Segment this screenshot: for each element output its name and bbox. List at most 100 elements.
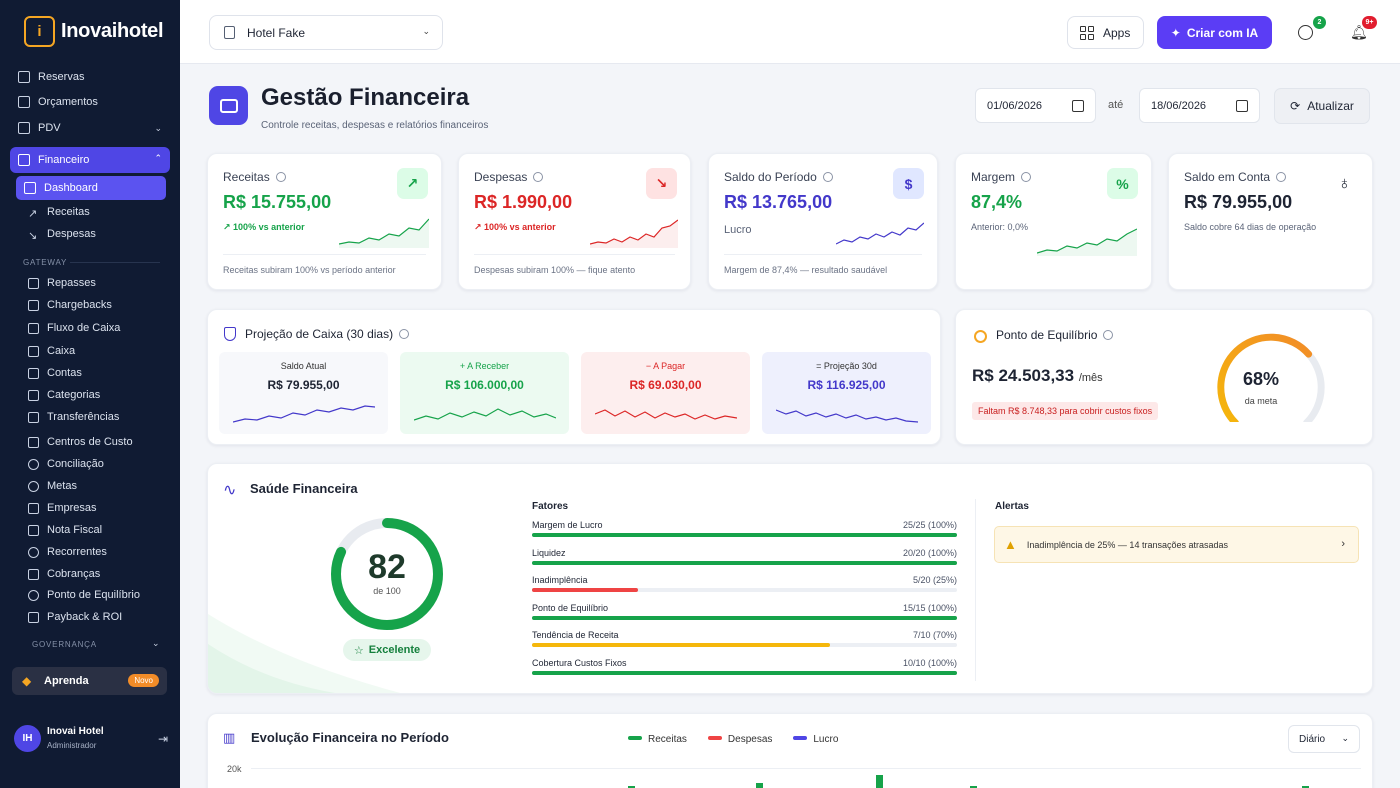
fator-fill xyxy=(532,615,957,620)
sidebar-item-centros-de-custo[interactable]: Centros de Custo xyxy=(26,431,166,453)
chart-bar xyxy=(1302,786,1309,788)
info-icon[interactable] xyxy=(1021,172,1032,182)
money-icon xyxy=(28,568,39,580)
novo-badge: Novo xyxy=(128,674,159,687)
kpi-label: Saldo em Conta xyxy=(1184,170,1287,184)
sidebar-item-contas[interactable]: Contas xyxy=(26,362,166,384)
sidebar-item-transferencias[interactable]: Transferências xyxy=(26,406,166,428)
wallet-icon xyxy=(209,86,248,125)
sidebar-item-financeiro[interactable]: Financeiro ⌃ xyxy=(10,147,170,173)
info-icon[interactable] xyxy=(399,329,410,339)
fator-name: Ponto de Equilíbrio xyxy=(532,602,609,613)
sidebar-item-nota-fiscal[interactable]: Nota Fiscal xyxy=(26,519,166,541)
gridline xyxy=(251,768,1361,769)
calendar-icon[interactable] xyxy=(1072,100,1084,112)
kpi-label: Despesas xyxy=(474,170,544,184)
user-profile[interactable]: IH Inovai Hotel Administrador ⇥ xyxy=(14,725,170,755)
scale-icon xyxy=(28,589,39,601)
chat-icon[interactable] xyxy=(1298,25,1313,40)
fator-row: Liquidez 20/20 (100%) xyxy=(532,548,957,572)
sidebar-item-label: Financeiro xyxy=(38,154,90,166)
logout-icon[interactable]: ⇥ xyxy=(157,732,168,746)
chart-bar xyxy=(756,783,763,788)
sidebar-item-dashboard[interactable]: Dashboard xyxy=(16,176,166,200)
criar-com-ia-button[interactable]: ✦ Criar com IA xyxy=(1157,16,1272,49)
projecao-box-value: R$ 69.030,00 xyxy=(629,378,702,392)
gauge-label: da meta xyxy=(1244,396,1278,406)
fator-fill xyxy=(532,671,957,675)
sidebar-item-pdv[interactable]: PDV ⌄ xyxy=(10,117,170,139)
date-to-input[interactable]: 18/06/2026 xyxy=(1139,88,1260,123)
governanca-section-label[interactable]: GOVERNANÇA xyxy=(32,640,97,649)
sidebar-item-ponto-de-equilibrio[interactable]: Ponto de Equilíbrio xyxy=(26,584,166,606)
atualizar-label: Atualizar xyxy=(1307,99,1354,113)
sidebar-item-payback-roi[interactable]: Payback & ROI xyxy=(26,606,166,628)
fatores-list: Margem de Lucro 25/25 (100%) Liquidez 20/20… xyxy=(532,520,957,680)
sidebar-item-fluxo-de-caixa[interactable]: Fluxo de Caixa xyxy=(26,317,166,339)
sidebar-item-orcamentos[interactable]: Orçamentos xyxy=(10,91,170,113)
chevron-down-icon[interactable]: ⌄ xyxy=(152,638,160,648)
info-icon[interactable] xyxy=(1276,172,1287,182)
info-icon[interactable] xyxy=(533,172,544,182)
sidebar-item-categorias[interactable]: Categorias xyxy=(26,384,166,406)
hotel-select-value: Hotel Fake xyxy=(247,25,306,40)
sparkline xyxy=(339,218,429,248)
info-icon[interactable] xyxy=(822,172,833,182)
alert-text: Inadimplência de 25% — 14 transações atr… xyxy=(1026,539,1228,550)
sidebar-item-caixa[interactable]: Caixa xyxy=(26,340,166,362)
sidebar-item-cobrancas[interactable]: Cobranças xyxy=(26,563,166,585)
grid-icon xyxy=(24,182,36,194)
transfer-icon xyxy=(28,411,39,423)
kpi-subtitle: Saldo cobre 64 dias de operação xyxy=(1184,222,1317,232)
target-icon xyxy=(974,330,987,343)
sidebar-item-label: PDV xyxy=(38,122,61,134)
bell-icon[interactable]: 🔔︎ xyxy=(1350,24,1368,40)
sidebar-item-empresas[interactable]: Empresas xyxy=(26,497,166,519)
trend-down-icon: ↘ xyxy=(646,168,677,199)
legend-lucro[interactable]: Lucro xyxy=(793,734,838,745)
apps-button[interactable]: Apps xyxy=(1067,16,1144,49)
date-from-input[interactable]: 01/06/2026 xyxy=(975,88,1096,123)
chart-legend: Receitas Despesas Lucro xyxy=(628,734,838,745)
sidebar-item-label: Centros de Custo xyxy=(47,436,133,448)
aprenda-button[interactable]: ◆ Aprenda Novo xyxy=(12,667,167,695)
kpi-card-saldo-conta: Saldo em Conta ♁ R$ 79.955,00 Saldo cobr… xyxy=(1168,153,1373,290)
sidebar-item-chargebacks[interactable]: Chargebacks xyxy=(26,294,166,316)
kpi-card-receitas: Receitas ↗ R$ 15.755,00 ↗ 100% vs anteri… xyxy=(207,153,442,290)
sidebar-item-despesas[interactable]: ↘ Despesas xyxy=(26,223,166,245)
projecao-box-value: R$ 106.000,00 xyxy=(445,378,524,392)
brand-logo[interactable]: i Inovaihotel xyxy=(24,16,164,47)
score-of: de 100 xyxy=(373,586,401,596)
kpi-value: R$ 15.755,00 xyxy=(223,192,332,212)
kpi-label: Receitas xyxy=(223,170,286,184)
sidebar-item-receitas[interactable]: ↗ Receitas xyxy=(26,201,166,223)
fator-score: 5/20 (25%) xyxy=(912,575,957,586)
period-select[interactable]: Diário ⌄ xyxy=(1288,725,1360,753)
sidebar-item-recorrentes[interactable]: Recorrentes xyxy=(26,541,166,563)
chevron-up-icon: ⌃ xyxy=(154,153,162,163)
sidebar-item-reservas[interactable]: Reservas xyxy=(10,66,170,88)
trend-up-icon: ↗ xyxy=(397,168,428,199)
alert-item[interactable]: ▲ Inadimplência de 25% — 14 transações a… xyxy=(994,526,1359,563)
info-icon[interactable] xyxy=(275,172,286,182)
kpi-subtitle: Lucro xyxy=(724,224,752,236)
dollar-icon: $ xyxy=(893,168,924,199)
sidebar-item-metas[interactable]: Metas xyxy=(26,475,166,497)
calendar-icon[interactable] xyxy=(1236,100,1248,112)
sidebar-item-label: Conciliação xyxy=(47,458,104,470)
score-value: 82 xyxy=(368,548,406,586)
sidebar-item-label: Transferências xyxy=(47,411,120,423)
info-icon[interactable] xyxy=(1103,330,1114,340)
legend-swatch xyxy=(707,736,722,740)
pulse-icon: ∿ xyxy=(223,482,237,499)
graduation-cap-icon: ◆ xyxy=(22,674,32,688)
sidebar-item-repasses[interactable]: Repasses xyxy=(26,272,166,294)
chat-badge: 2 xyxy=(1313,16,1326,29)
atualizar-button[interactable]: ⟳ Atualizar xyxy=(1274,88,1370,124)
legend-despesas[interactable]: Despesas xyxy=(707,734,772,745)
legend-receitas[interactable]: Receitas xyxy=(628,734,687,745)
hotel-select[interactable]: Hotel Fake ⌄ xyxy=(209,15,443,50)
fator-track xyxy=(532,533,957,537)
sidebar-item-conciliacao[interactable]: Conciliação xyxy=(26,453,166,475)
wallet-icon xyxy=(18,154,30,166)
